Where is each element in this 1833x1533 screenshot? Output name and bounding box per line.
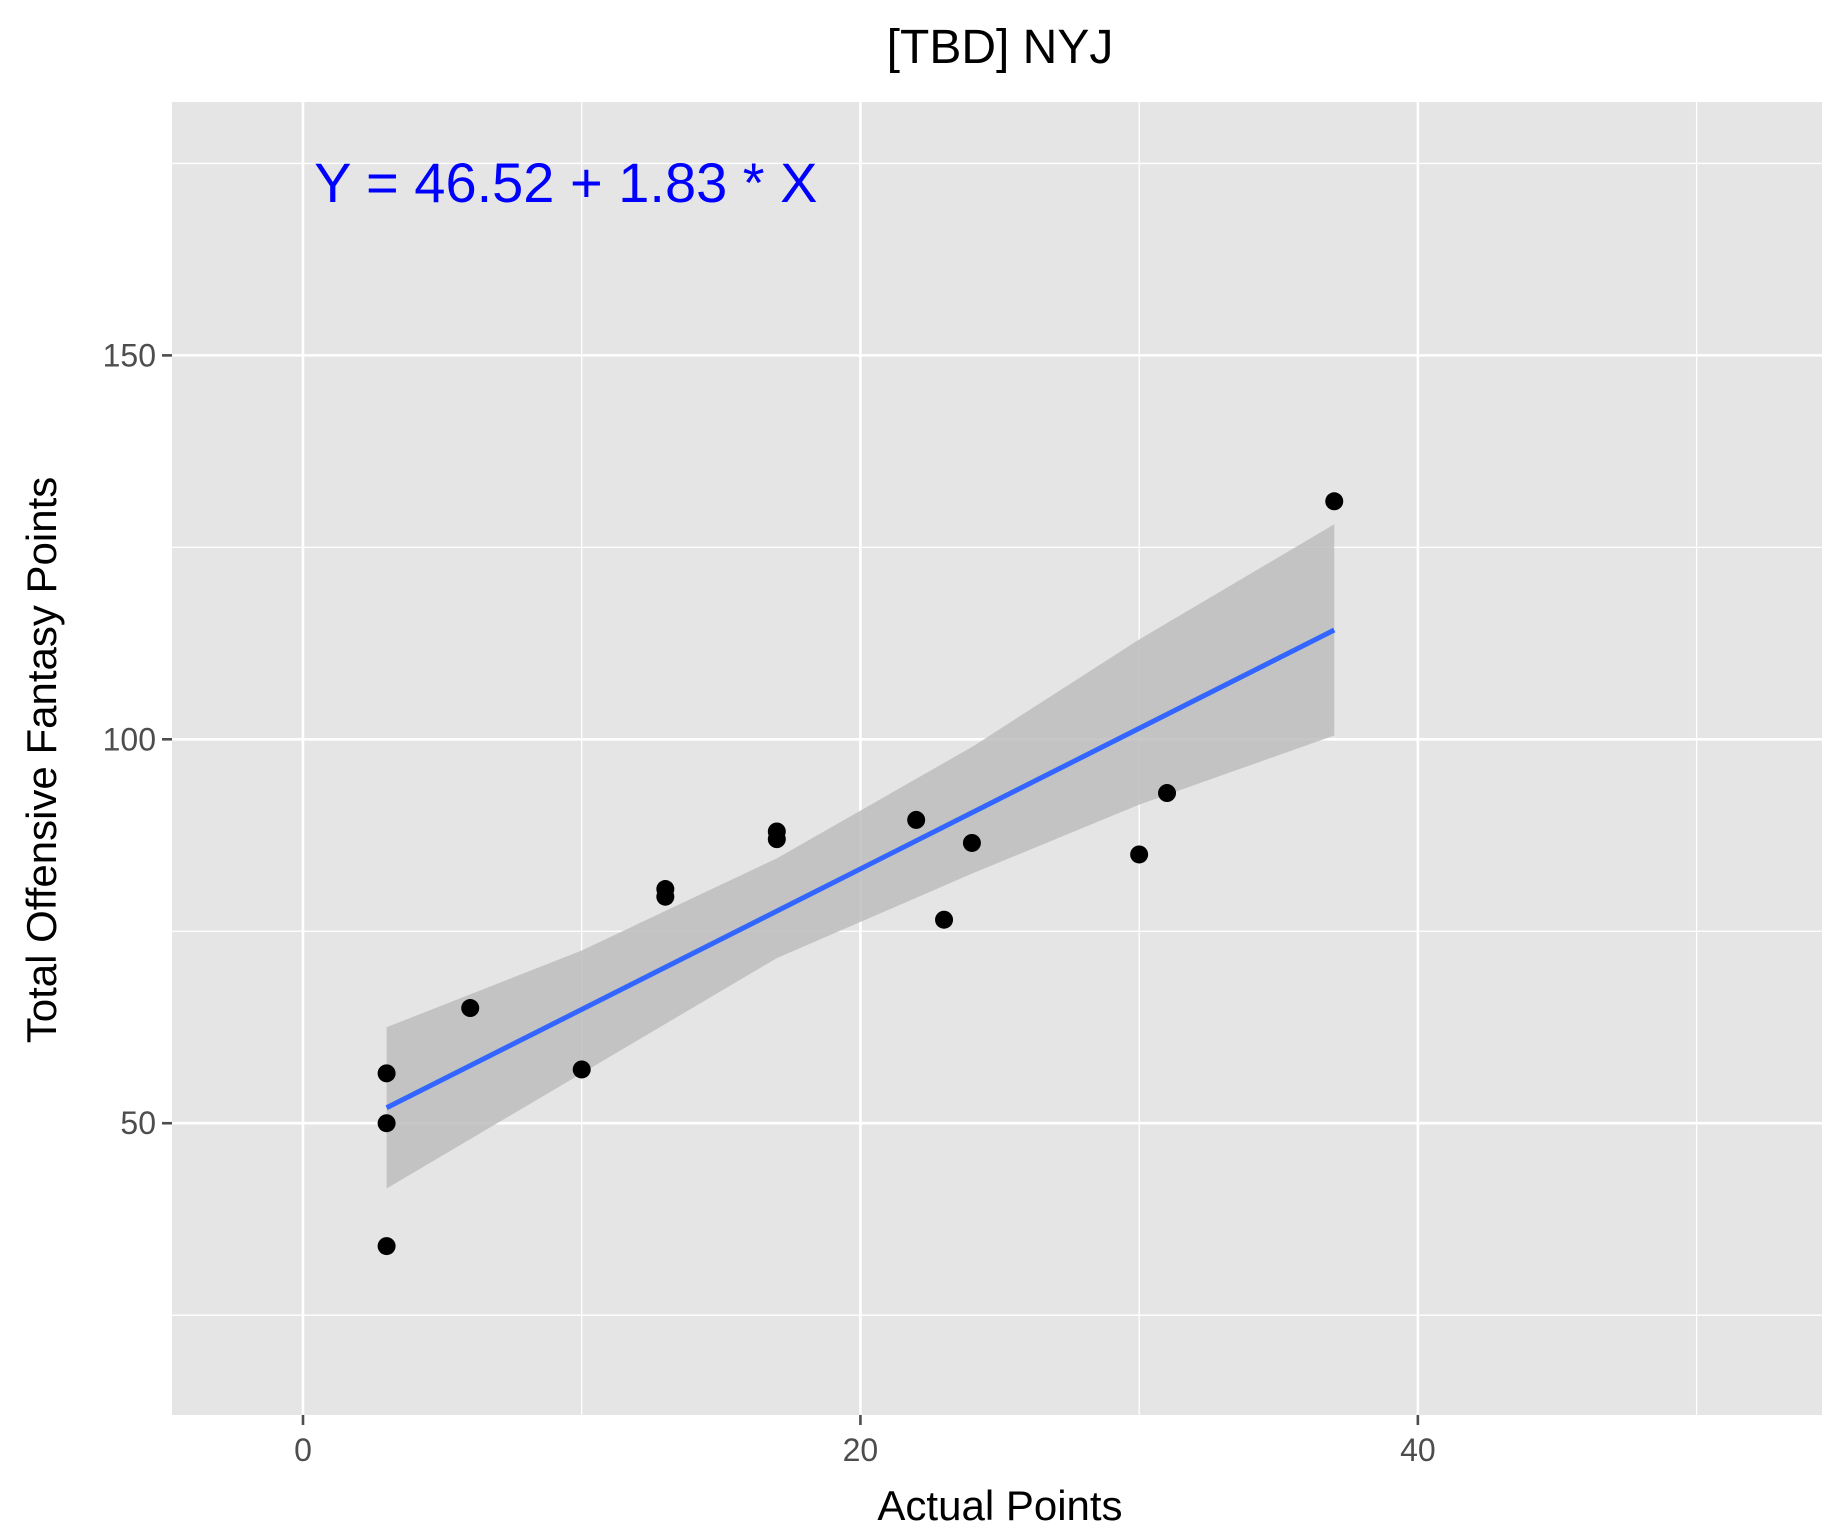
data-point <box>461 999 480 1018</box>
data-point <box>377 1237 396 1256</box>
x-tick-label: 0 <box>294 1432 312 1468</box>
data-point <box>935 910 954 929</box>
data-point <box>656 880 675 899</box>
regression-equation: Y = 46.52 + 1.83 * X <box>314 151 817 214</box>
y-tick-label: 100 <box>103 721 156 757</box>
y-axis: 50 100 150 <box>103 337 172 1141</box>
data-point <box>1325 492 1344 511</box>
data-point <box>1158 784 1177 803</box>
x-tick-label: 20 <box>843 1432 879 1468</box>
data-point <box>377 1114 396 1133</box>
x-tick-label: 40 <box>1400 1432 1436 1468</box>
data-point <box>1130 845 1149 864</box>
y-tick-label: 150 <box>103 337 156 373</box>
data-points <box>377 492 1344 1256</box>
data-point <box>907 810 926 829</box>
data-point <box>962 833 981 852</box>
regression-line <box>385 627 1336 1111</box>
confidence-ribbon <box>386 524 1335 1189</box>
data-point <box>377 1064 396 1083</box>
y-tick-label: 50 <box>120 1105 156 1141</box>
data-point <box>767 822 786 841</box>
data-point <box>572 1060 591 1079</box>
x-axis-label: Actual Points <box>877 1482 1122 1529</box>
chart-title: [TBD] NYJ <box>887 21 1114 74</box>
x-axis: 0 20 40 <box>294 1415 1436 1468</box>
y-axis-label: Total Offensive Fantasy Points <box>18 477 65 1044</box>
